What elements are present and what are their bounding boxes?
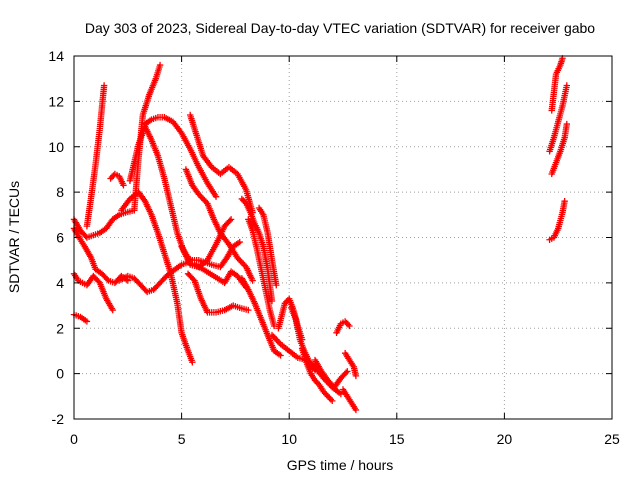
series-markers [141, 114, 220, 200]
data-series-track-16 [238, 195, 276, 305]
data-series-track-5 [83, 82, 108, 230]
series-markers [311, 356, 351, 391]
x-tick-label: 15 [389, 431, 405, 447]
series-markers [83, 82, 108, 230]
y-tick-label: 4 [56, 275, 64, 291]
data-series-track-12 [178, 238, 243, 271]
series-markers [548, 120, 571, 178]
data-series-track-30 [548, 55, 566, 114]
x-tick-label: 20 [497, 431, 513, 447]
grid-lines [74, 56, 612, 419]
data-series-track-23 [298, 345, 336, 405]
series-markers [238, 195, 276, 305]
data-series-track-17 [245, 216, 278, 330]
series-markers [546, 198, 568, 243]
series-markers [255, 204, 280, 289]
series-markers [341, 350, 360, 380]
data-series-track-31 [546, 198, 568, 243]
series-markers [546, 82, 571, 155]
series-markers [245, 216, 278, 330]
y-tick-label: 2 [56, 320, 64, 336]
y-tick-label: 0 [56, 366, 64, 382]
axis-ticks: 0 5 10 15 20 25 -2 0 2 4 6 8 10 12 14 [48, 48, 620, 447]
data-series-track-14 [182, 166, 256, 284]
data-series-track-28 [546, 82, 571, 155]
series-markers [187, 111, 256, 216]
chart-title: Day 303 of 2023, Sidereal Day-to-day VTE… [85, 20, 595, 36]
y-tick-label: 6 [56, 230, 64, 246]
data-series-track-25 [333, 318, 353, 336]
data-series-track-26 [341, 350, 360, 380]
series-markers [298, 345, 336, 405]
y-tick-label: 8 [56, 184, 64, 200]
x-tick-label: 0 [70, 431, 78, 447]
series-markers [333, 318, 353, 336]
series-markers [238, 275, 284, 359]
data-series-track-6 [107, 170, 127, 189]
x-tick-label: 5 [178, 431, 186, 447]
y-tick-label: 12 [48, 93, 64, 109]
series-markers [184, 270, 252, 316]
data-series-track-18 [255, 204, 280, 289]
x-tick-label: 25 [604, 431, 620, 447]
series-markers [178, 238, 243, 271]
y-axis-label: SDTVAR / TECUs [6, 181, 22, 293]
data-series-track-29 [548, 120, 571, 178]
y-tick-label: 10 [48, 139, 64, 155]
x-axis-label: GPS time / hours [287, 457, 394, 473]
y-tick-label: 14 [48, 48, 64, 64]
data-series-track-13 [184, 270, 252, 316]
data-series-track-15 [187, 111, 256, 216]
data-series-track-24 [311, 356, 351, 391]
x-tick-label: 10 [281, 431, 297, 447]
series-markers [107, 170, 127, 189]
data-series-track-19 [238, 275, 284, 359]
y-tick-label: -2 [52, 411, 65, 427]
series-markers [182, 166, 256, 284]
data-series-track-27 [339, 386, 360, 414]
data-series-track-11 [141, 114, 220, 200]
series-markers [339, 386, 360, 414]
series-markers [548, 55, 566, 114]
